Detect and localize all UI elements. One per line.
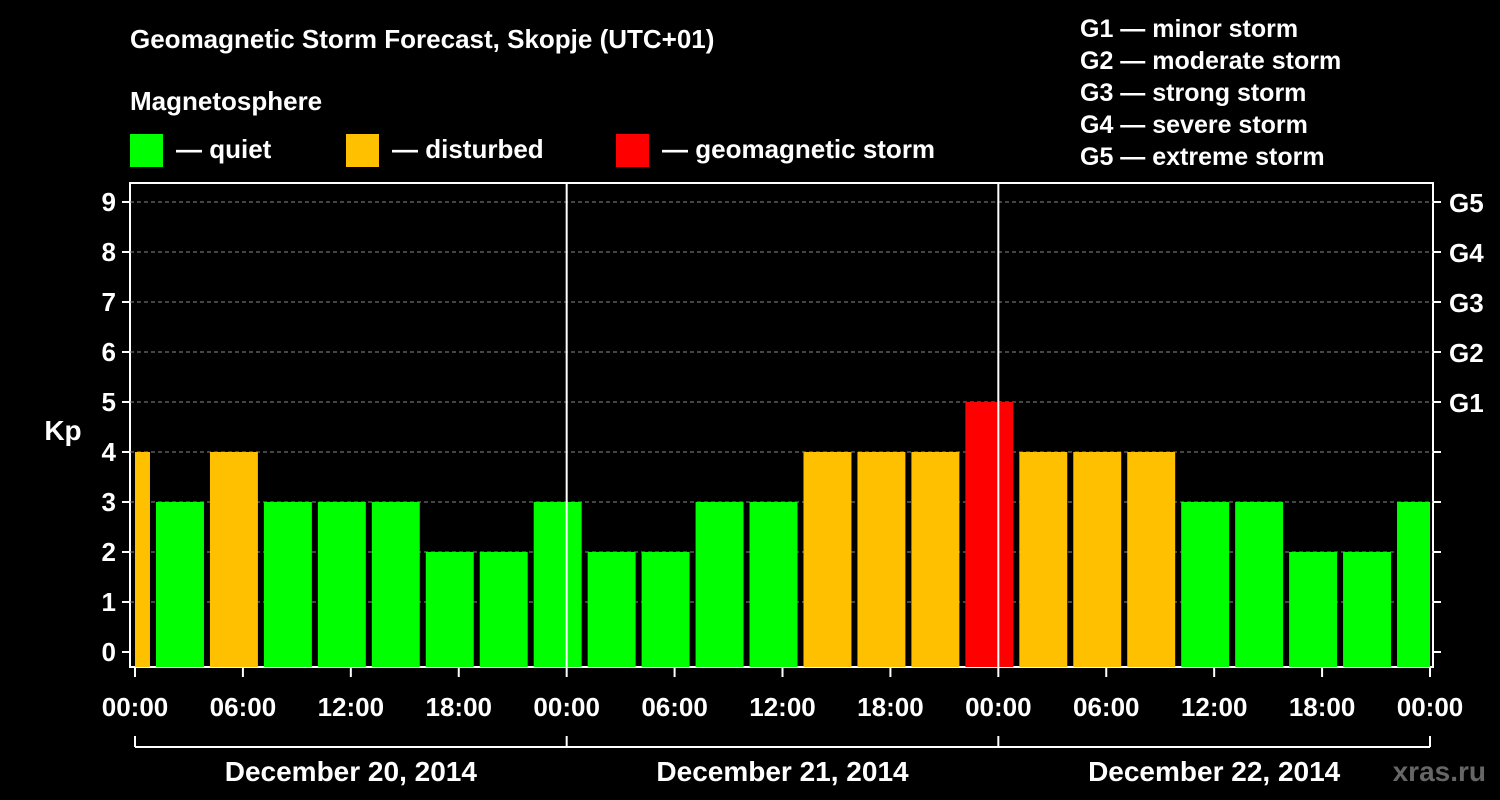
date-label: December 20, 2014 <box>225 756 478 787</box>
y-axis-label: Kp <box>44 415 81 446</box>
x-tick-label: 06:00 <box>641 692 708 722</box>
kp-bar <box>1073 452 1122 667</box>
g-scale-label: G5 <box>1449 188 1484 218</box>
kp-bar <box>911 452 960 667</box>
y-tick-label: 1 <box>102 587 116 617</box>
legend-swatch-disturbed <box>346 134 379 167</box>
g-scale-label: G1 <box>1449 388 1484 418</box>
chart-title: Geomagnetic Storm Forecast, Skopje (UTC+… <box>130 24 715 54</box>
kp-bar <box>533 502 582 667</box>
kp-bar <box>209 452 258 667</box>
kp-bar <box>479 552 528 667</box>
x-tick-label: 12:00 <box>1181 692 1248 722</box>
storm-scale-g5: G5 — extreme storm <box>1080 143 1325 171</box>
x-tick-label: 06:00 <box>1073 692 1140 722</box>
x-tick-label: 00:00 <box>965 692 1032 722</box>
storm-scale-g2: G2 — moderate storm <box>1080 47 1342 75</box>
g-scale-label: G2 <box>1449 338 1484 368</box>
kp-bar <box>1343 552 1392 667</box>
g-scale-label: G3 <box>1449 288 1484 318</box>
y-tick-label: 7 <box>102 287 116 317</box>
kp-bar <box>263 502 312 667</box>
legend-label-storm: — geomagnetic storm <box>662 134 936 164</box>
legend-swatch-quiet <box>130 134 163 167</box>
kp-bar <box>1181 502 1230 667</box>
g-scale-label: G4 <box>1449 238 1484 268</box>
x-tick-label: 00:00 <box>1397 692 1464 722</box>
x-tick-label: 18:00 <box>426 692 493 722</box>
y-tick-label: 2 <box>102 537 116 567</box>
legend-label-quiet: — quiet <box>176 134 272 164</box>
kp-bar <box>641 552 690 667</box>
x-tick-label: 18:00 <box>1289 692 1356 722</box>
storm-scale-g3: G3 — strong storm <box>1080 79 1307 107</box>
kp-bar <box>965 402 1014 667</box>
date-label: December 22, 2014 <box>1088 756 1341 787</box>
y-tick-label: 6 <box>102 337 116 367</box>
kp-bar <box>371 502 420 667</box>
x-tick-label: 12:00 <box>318 692 385 722</box>
kp-bar <box>803 452 852 667</box>
x-tick-label: 06:00 <box>210 692 277 722</box>
x-tick-label: 00:00 <box>533 692 600 722</box>
kp-bar <box>317 502 366 667</box>
storm-scale-g4: G4 — severe storm <box>1080 111 1308 139</box>
kp-bar <box>587 552 636 667</box>
y-tick-label: 0 <box>102 637 116 667</box>
kp-bar <box>425 552 474 667</box>
legend-heading: Magnetosphere <box>130 86 323 116</box>
kp-bar <box>1127 452 1176 667</box>
storm-scale-g1: G1 — minor storm <box>1080 15 1299 43</box>
y-tick-label: 9 <box>102 187 116 217</box>
legend-swatch-storm <box>616 134 649 167</box>
y-tick-label: 3 <box>102 487 116 517</box>
x-tick-label: 00:00 <box>102 692 169 722</box>
kp-bar <box>857 452 906 667</box>
date-label: December 21, 2014 <box>656 756 909 787</box>
watermark: xras.ru <box>1392 756 1486 787</box>
kp-bar <box>1397 502 1430 667</box>
kp-bar <box>1235 502 1284 667</box>
y-tick-label: 5 <box>102 387 116 417</box>
kp-bar <box>1289 552 1338 667</box>
kp-bar <box>749 502 798 667</box>
x-tick-label: 12:00 <box>749 692 816 722</box>
x-tick-label: 18:00 <box>857 692 924 722</box>
y-tick-label: 8 <box>102 237 116 267</box>
kp-bar <box>695 502 744 667</box>
kp-bar <box>135 452 150 667</box>
kp-bar <box>155 502 204 667</box>
legend-label-disturbed: — disturbed <box>392 134 544 164</box>
kp-bar <box>1019 452 1068 667</box>
y-tick-label: 4 <box>102 437 117 467</box>
